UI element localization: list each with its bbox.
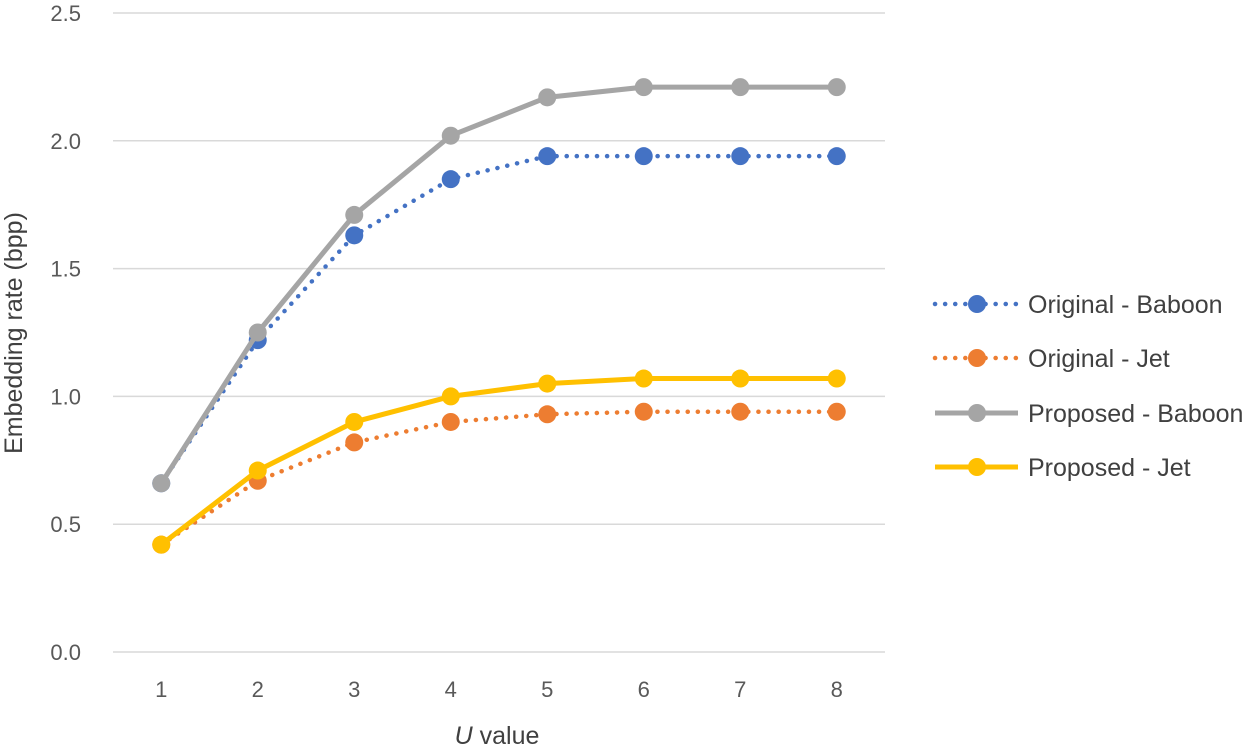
- x-tick-label: 6: [638, 677, 650, 702]
- data-point: [441, 126, 460, 145]
- data-point: [345, 226, 364, 245]
- data-point: [152, 474, 171, 493]
- data-point: [634, 402, 653, 421]
- data-point: [538, 405, 557, 424]
- series-group: [152, 78, 846, 554]
- legend-label: Proposed - Jet: [1028, 454, 1191, 482]
- data-point: [827, 402, 846, 421]
- data-point: [634, 78, 653, 97]
- data-point: [731, 402, 750, 421]
- data-point: [538, 88, 557, 107]
- data-point: [441, 387, 460, 406]
- data-point: [731, 147, 750, 166]
- data-point: [248, 461, 267, 480]
- x-tick-label: 7: [734, 677, 746, 702]
- series-line: [159, 409, 839, 547]
- legend-label: Proposed - Baboon: [1028, 400, 1243, 428]
- series-proposed-jet: [152, 369, 846, 554]
- legend-item: Original - Jet: [932, 345, 1170, 373]
- gridlines: [113, 12, 885, 653]
- x-tick-label: 5: [541, 677, 553, 702]
- y-tick-label: 1.0: [50, 384, 81, 409]
- legend-item: Proposed - Baboon: [935, 400, 1243, 428]
- y-tick-label: 1.5: [50, 257, 81, 282]
- data-point: [634, 147, 653, 166]
- data-point: [731, 78, 750, 97]
- legend-swatch-marker: [968, 458, 986, 476]
- data-point: [152, 535, 171, 554]
- legend-swatch-marker: [968, 349, 986, 367]
- legend-swatch-marker: [968, 404, 986, 422]
- series-line: [159, 153, 839, 486]
- data-point: [248, 323, 267, 342]
- data-point: [345, 205, 364, 224]
- data-point: [538, 374, 557, 393]
- legend-label: Original - Jet: [1028, 345, 1170, 373]
- y-axis-ticks: 0.0 0.5 1.0 1.5 2.0 2.5: [50, 1, 81, 665]
- x-axis-label: U value: [455, 722, 540, 749]
- data-point: [827, 147, 846, 166]
- x-tick-label: 4: [445, 677, 457, 702]
- data-point: [441, 170, 460, 189]
- data-point: [827, 78, 846, 97]
- y-tick-label: 0.0: [50, 640, 81, 665]
- x-tick-label: 2: [252, 677, 264, 702]
- data-point: [731, 369, 750, 388]
- x-tick-label: 3: [348, 677, 360, 702]
- legend-label: Original - Baboon: [1028, 291, 1223, 319]
- series-line: [158, 84, 840, 486]
- data-point: [441, 412, 460, 431]
- y-tick-label: 0.5: [50, 512, 81, 537]
- x-axis-ticks: 1 2 3 4 5 6 7 8: [155, 677, 843, 702]
- legend-item: Original - Baboon: [932, 291, 1223, 319]
- y-axis-label: Embedding rate (bpp): [0, 212, 28, 454]
- legend: Original - Baboon Original - Jet Proposed …: [932, 291, 1243, 482]
- data-point: [827, 369, 846, 388]
- x-tick-label: 1: [155, 677, 167, 702]
- legend-swatch-marker: [968, 295, 986, 313]
- data-point: [345, 433, 364, 452]
- data-point: [345, 412, 364, 431]
- y-tick-label: 2.5: [50, 1, 81, 26]
- series-original-baboon: [152, 147, 846, 493]
- data-point: [634, 369, 653, 388]
- y-tick-label: 2.0: [50, 129, 81, 154]
- series-proposed-baboon: [152, 78, 846, 493]
- data-point: [538, 147, 557, 166]
- x-tick-label: 8: [831, 677, 843, 702]
- legend-item: Proposed - Jet: [935, 454, 1191, 482]
- series-line: [158, 376, 840, 548]
